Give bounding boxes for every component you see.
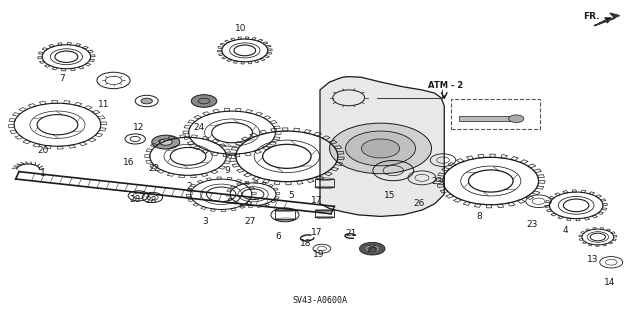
Text: 21: 21 [345, 229, 356, 238]
Bar [459, 116, 516, 121]
Circle shape [509, 115, 524, 122]
Polygon shape [594, 13, 620, 26]
Text: SV43-A0600A: SV43-A0600A [292, 296, 348, 305]
Circle shape [330, 123, 431, 174]
Text: FR.: FR. [583, 12, 600, 21]
Circle shape [159, 139, 172, 145]
Text: 26: 26 [413, 199, 424, 208]
Text: 16: 16 [123, 158, 134, 167]
Text: 2: 2 [186, 182, 192, 191]
Circle shape [141, 98, 152, 104]
Circle shape [362, 139, 399, 158]
Circle shape [346, 131, 415, 166]
Text: 14: 14 [604, 278, 616, 287]
Text: ATM - 2: ATM - 2 [428, 81, 463, 90]
Text: 20: 20 [37, 145, 49, 154]
Text: 7: 7 [59, 74, 65, 83]
Text: 28: 28 [129, 195, 141, 204]
Text: 8: 8 [476, 212, 482, 221]
Text: 10: 10 [235, 24, 246, 33]
Text: 22: 22 [148, 165, 160, 174]
Text: 24: 24 [193, 123, 205, 132]
Text: 5: 5 [289, 191, 294, 200]
Text: 18: 18 [300, 239, 312, 248]
Text: 4: 4 [563, 226, 568, 235]
Circle shape [191, 95, 217, 107]
Text: 13: 13 [587, 255, 598, 263]
Text: 11: 11 [97, 100, 109, 109]
Circle shape [360, 242, 385, 255]
Text: 12: 12 [132, 123, 144, 132]
Text: 17: 17 [311, 196, 323, 205]
Bar [275, 211, 295, 219]
Bar [315, 179, 334, 187]
Text: 3: 3 [202, 217, 208, 226]
Bar [315, 211, 334, 217]
Circle shape [152, 135, 180, 149]
Text: 25: 25 [367, 245, 378, 254]
Text: 17: 17 [311, 228, 323, 237]
Text: 23: 23 [527, 220, 538, 229]
Text: 15: 15 [385, 191, 396, 200]
Text: 19: 19 [313, 250, 324, 259]
Polygon shape [320, 77, 444, 216]
Text: 9: 9 [225, 166, 230, 175]
Text: 1: 1 [40, 169, 45, 178]
Text: 27: 27 [244, 217, 255, 226]
Text: 28: 28 [145, 196, 157, 205]
Text: 6: 6 [276, 233, 282, 241]
Text: 23: 23 [431, 177, 442, 186]
